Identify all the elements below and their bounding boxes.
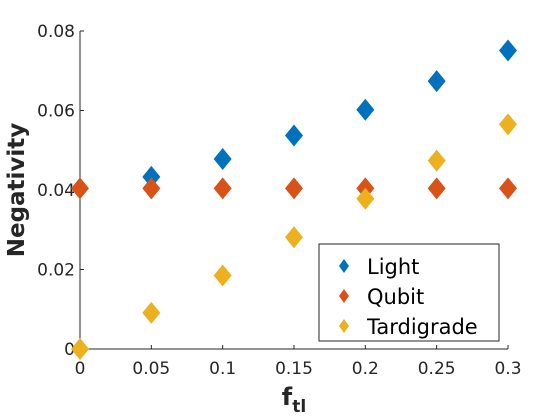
data-point-tardigrade: [142, 301, 161, 324]
data-point-tardigrade: [285, 226, 303, 249]
data-point-light: [499, 39, 517, 62]
series-tardigrade: [71, 113, 517, 360]
data-point-light: [427, 70, 446, 93]
data-point-qubit: [427, 177, 446, 200]
series-qubit: [71, 177, 517, 200]
data-point-qubit: [499, 177, 517, 200]
data-point-tardigrade: [213, 264, 232, 287]
y-tick-label: 0: [64, 340, 75, 360]
data-point-tardigrade: [356, 187, 375, 210]
y-axis-label: Negativity: [4, 123, 30, 258]
x-tick-label: 0: [75, 359, 86, 379]
y-tick-label: 0.04: [37, 181, 75, 201]
x-axis-label: ftl: [282, 383, 306, 417]
x-tick-label: 0.1: [209, 359, 236, 379]
legend-marker-tardigrade: [339, 319, 349, 333]
x-tick-label: 0.25: [418, 359, 456, 379]
legend-marker-qubit: [339, 289, 349, 303]
data-point-light: [285, 124, 303, 147]
data-point-tardigrade: [71, 338, 89, 360]
x-tick-label: 0.05: [132, 359, 170, 379]
y-tick-label: 0.02: [37, 261, 75, 281]
legend-box: [318, 243, 500, 342]
data-point-qubit: [142, 177, 161, 200]
axis-ticks: 0 0.05 0.1 0.15 0.2 0.25 0.3 0 0.02 0.04 0.06 0.08: [37, 22, 521, 379]
data-point-light: [213, 147, 232, 170]
data-point-qubit: [213, 177, 232, 200]
x-tick-label: 0.2: [352, 359, 379, 379]
data-point-qubit: [285, 177, 303, 200]
y-tick-label: 0.06: [37, 102, 75, 122]
data-point-qubit: [71, 177, 89, 200]
x-tick-label: 0.15: [275, 359, 313, 379]
legend-label-tardigrade: Tardigrade: [366, 315, 478, 339]
data-point-tardigrade: [427, 149, 446, 172]
x-tick-label: 0.3: [494, 359, 521, 379]
y-tick-label: 0.08: [37, 22, 75, 42]
data-marks: [71, 39, 517, 360]
legend: Light Qubit Tardigrade: [318, 243, 500, 342]
x-axis-label-subscript: tl: [292, 397, 306, 417]
legend-marker-light: [339, 259, 349, 273]
legend-label-light: Light: [367, 255, 419, 279]
x-axis-label-main: f: [282, 383, 293, 411]
data-point-light: [142, 165, 161, 188]
legend-label-qubit: Qubit: [367, 285, 424, 309]
data-point-tardigrade: [499, 113, 517, 136]
data-point-light: [356, 98, 375, 121]
series-light: [142, 39, 517, 188]
